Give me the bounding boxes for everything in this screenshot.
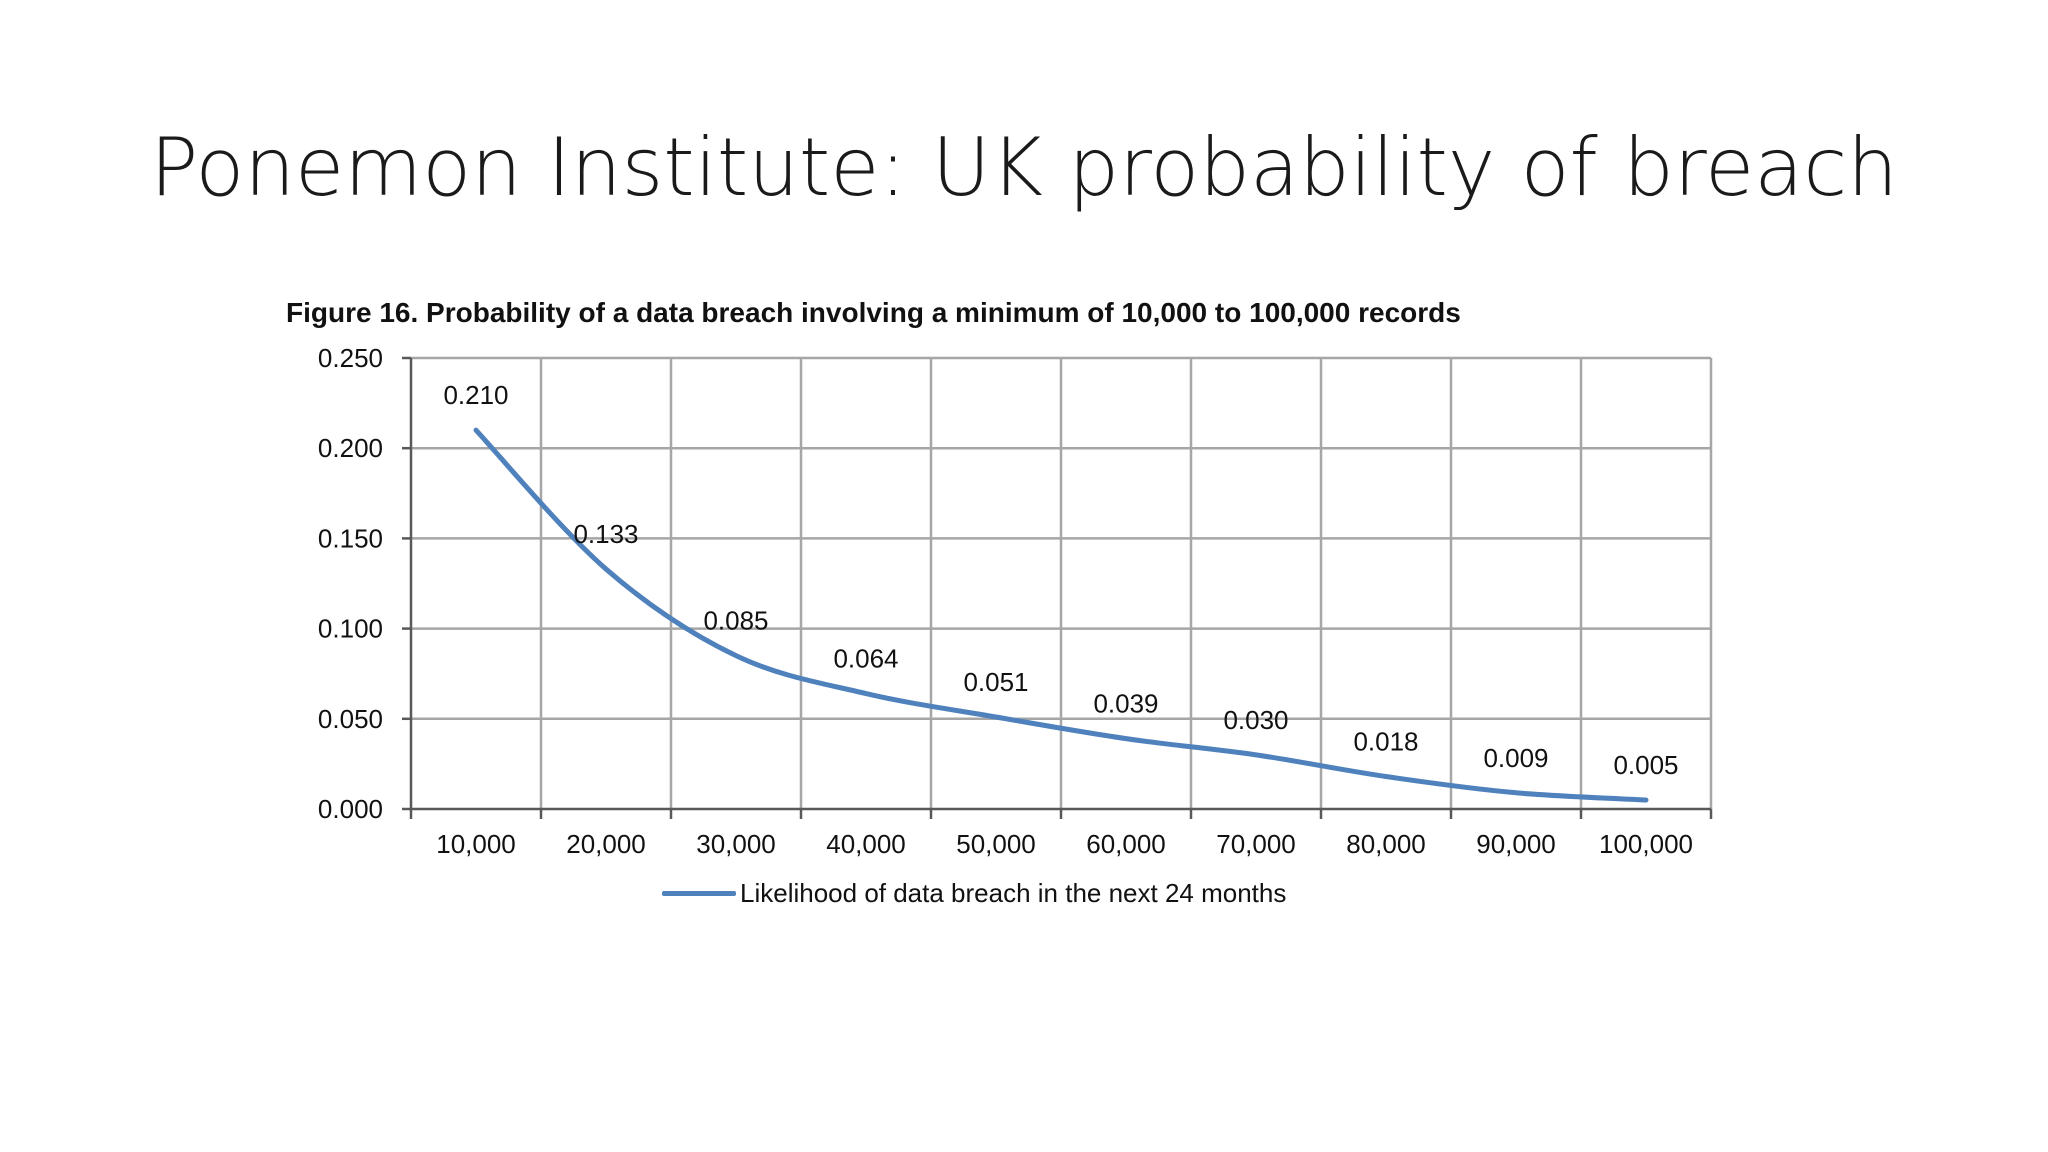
x-tick-label: 70,000	[1216, 829, 1296, 859]
x-tick-label: 30,000	[696, 829, 776, 859]
x-tick-label: 90,000	[1476, 829, 1556, 859]
x-tick-label: 40,000	[826, 829, 906, 859]
y-tick-label: 0.150	[318, 523, 383, 553]
chart-legend: Likelihood of data breach in the next 24…	[662, 876, 1286, 910]
x-tick-label: 100,000	[1599, 829, 1693, 859]
y-tick-label: 0.000	[318, 794, 383, 824]
data-label: 0.064	[833, 644, 898, 674]
y-tick-label: 0.250	[318, 343, 383, 373]
x-tick-label: 60,000	[1086, 829, 1166, 859]
y-tick-label: 0.200	[318, 433, 383, 463]
data-label: 0.085	[703, 606, 768, 636]
legend-label: Likelihood of data breach in the next 24…	[740, 877, 1287, 908]
y-tick-label: 0.050	[318, 704, 383, 734]
data-label: 0.018	[1353, 727, 1418, 757]
data-label: 0.009	[1483, 743, 1548, 773]
data-label: 0.030	[1223, 705, 1288, 735]
data-label: 0.210	[443, 380, 508, 410]
legend-swatch	[662, 890, 736, 896]
x-tick-label: 20,000	[566, 829, 646, 859]
x-tick-label: 10,000	[436, 829, 516, 859]
data-label: 0.051	[963, 667, 1028, 697]
slide-title: Ponemon Institute: UK probability of bre…	[150, 121, 1898, 214]
y-tick-label: 0.100	[318, 614, 383, 644]
x-tick-label: 80,000	[1346, 829, 1426, 859]
chart-title: Figure 16. Probability of a data breach …	[286, 297, 1461, 328]
data-label: 0.133	[573, 519, 638, 549]
data-label: 0.039	[1093, 689, 1158, 719]
data-label: 0.005	[1613, 750, 1678, 780]
series-line	[473, 427, 1649, 803]
x-tick-label: 50,000	[956, 829, 1036, 859]
